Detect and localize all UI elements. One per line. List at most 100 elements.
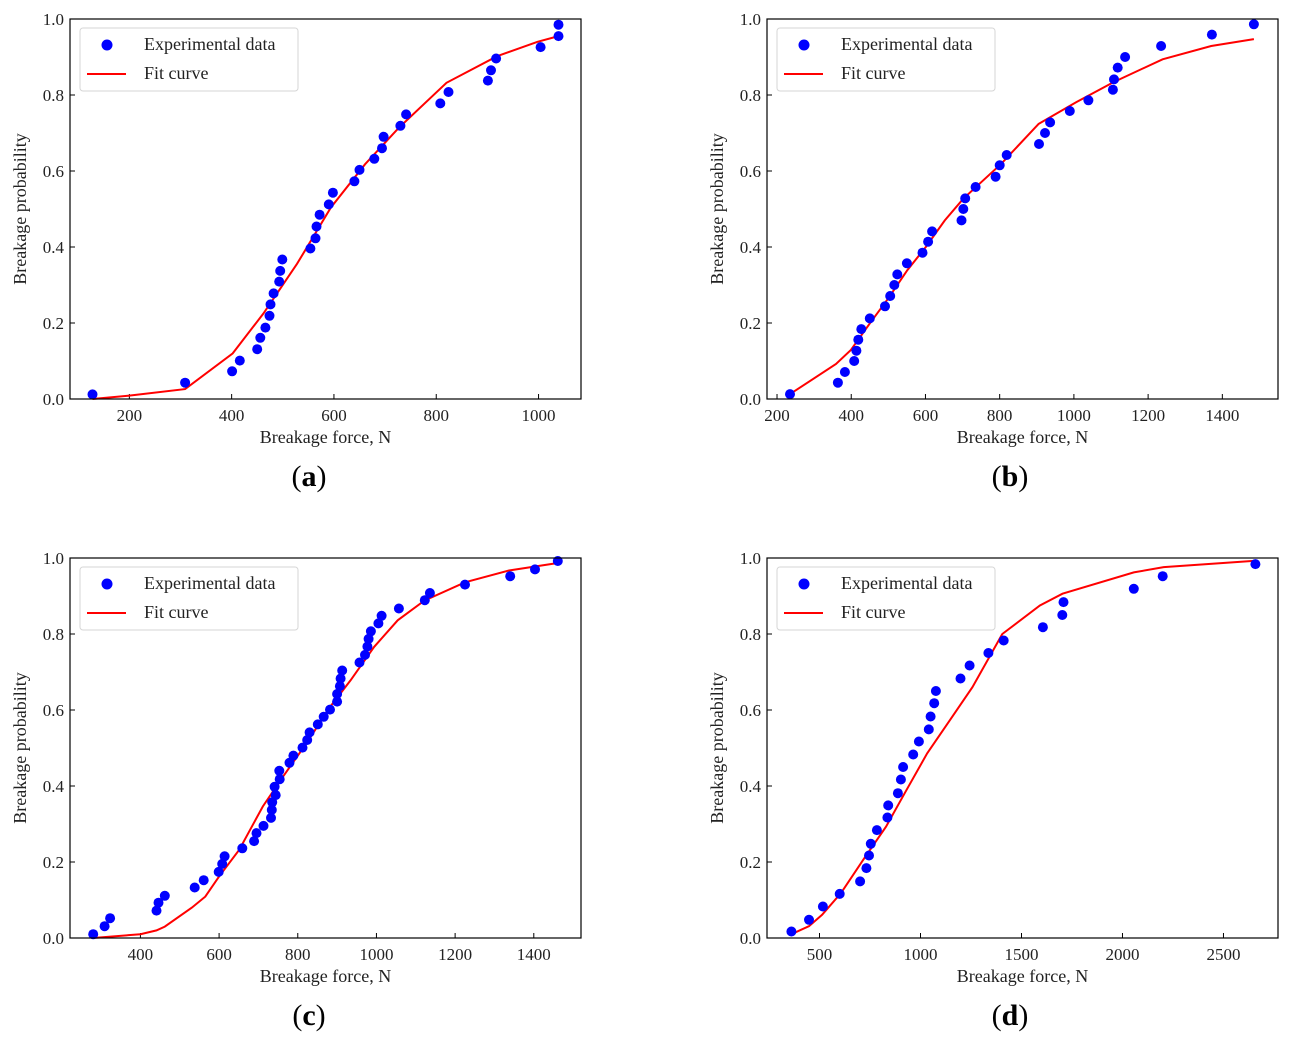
data-point-a xyxy=(349,176,360,187)
data-point-a xyxy=(275,265,286,276)
chart-c-svg: 400 600 800 1000 1200 1400 0.0 0.2 0.4 0.6 0.8 1.0 B… xyxy=(10,549,582,986)
data-point-c xyxy=(270,790,281,801)
data-point-d xyxy=(898,762,909,772)
data-point-a xyxy=(354,164,365,175)
legend-label-experimental-b: Experimental data xyxy=(841,34,972,54)
data-point-d xyxy=(834,888,845,899)
fit-curve-line-d xyxy=(790,559,1256,936)
data-point-b xyxy=(1040,128,1050,138)
panel-label-d: (d) xyxy=(991,999,1029,1032)
data-point-b xyxy=(1083,95,1094,106)
data-point-c xyxy=(419,595,430,606)
y-tick-label-d: 0.2 xyxy=(740,853,761,872)
y-axis-label-c: Breakage probability xyxy=(10,672,30,823)
data-point-c xyxy=(362,641,373,652)
data-point-c xyxy=(376,610,387,621)
panel-label-c: (c) xyxy=(292,999,326,1032)
data-point-a xyxy=(401,109,412,120)
data-point-b xyxy=(990,171,1001,182)
data-point-c xyxy=(274,765,285,776)
legend-label-experimental-d: Experimental data xyxy=(841,573,972,593)
data-point-b xyxy=(892,269,903,280)
y-tick-label-d: 0.6 xyxy=(740,701,761,720)
legend-marker-experimental-c xyxy=(101,578,113,590)
legend-a: Experimental data Fit curve xyxy=(79,27,299,92)
data-point-c xyxy=(258,820,269,831)
y-tick-label-b: 0.0 xyxy=(740,390,761,409)
y-tick-label-b: 0.4 xyxy=(740,238,762,257)
data-point-d xyxy=(1128,583,1139,594)
y-tick-label-a: 0.6 xyxy=(43,162,64,181)
data-point-a xyxy=(180,377,191,388)
data-point-d xyxy=(983,648,994,658)
legend-label-fit-c: Fit curve xyxy=(144,602,209,622)
data-point-a xyxy=(265,299,276,310)
data-point-a xyxy=(87,389,98,400)
x-axis-label-d: Breakage force, N xyxy=(957,966,1088,986)
legend-label-fit-d: Fit curve xyxy=(841,602,906,622)
y-tick-label-b: 1.0 xyxy=(740,10,761,29)
data-point-a xyxy=(377,143,387,154)
data-point-d xyxy=(964,660,975,671)
legend-box-b xyxy=(776,27,996,92)
data-point-d xyxy=(786,926,797,937)
data-point-d xyxy=(1250,559,1261,570)
data-point-a xyxy=(491,53,502,64)
data-point-d xyxy=(925,711,936,722)
data-point-c xyxy=(219,851,230,862)
y-tick-label-d: 0.4 xyxy=(740,777,762,796)
data-point-b xyxy=(856,324,867,335)
data-point-b xyxy=(970,182,981,192)
x-axis-label-c: Breakage force, N xyxy=(260,966,391,986)
data-point-a xyxy=(435,98,446,109)
data-point-b xyxy=(1034,139,1044,149)
legend-marker-experimental-b xyxy=(798,39,810,51)
chart-d-svg: 500 1000 1500 2000 2500 0.0 0.2 0.4 0.6 0.8 1.0 Bre… xyxy=(707,549,1279,986)
y-tick-label-d: 1.0 xyxy=(740,549,761,568)
legend-b: Experimental data Fit curve xyxy=(776,27,996,92)
data-point-d xyxy=(865,838,876,849)
data-point-c xyxy=(288,750,299,761)
data-point-b xyxy=(960,193,971,204)
data-point-c xyxy=(153,897,164,908)
data-point-b xyxy=(994,160,1005,171)
data-point-c xyxy=(217,858,228,869)
x-tick-label-a: 600 xyxy=(321,406,347,425)
data-point-b xyxy=(849,356,860,366)
data-point-c xyxy=(249,836,260,847)
x-tick-label-a: 1000 xyxy=(522,406,556,425)
x-tick-label-c: 1200 xyxy=(438,945,472,964)
data-point-b xyxy=(1156,41,1167,51)
data-point-d xyxy=(817,901,828,912)
data-point-c xyxy=(424,588,435,598)
data-point-a xyxy=(310,233,321,244)
data-point-c xyxy=(159,890,170,901)
x-tick-label-b: 600 xyxy=(913,406,939,425)
data-point-b xyxy=(839,367,850,377)
data-point-b xyxy=(1064,106,1075,116)
data-point-c xyxy=(325,704,335,715)
data-point-c xyxy=(269,781,280,792)
data-point-b xyxy=(851,345,862,356)
data-point-c xyxy=(393,603,404,614)
plot-frame-b xyxy=(766,18,1279,400)
data-point-d xyxy=(930,686,941,696)
data-point-a xyxy=(553,19,564,30)
data-point-a xyxy=(260,322,271,333)
legend-label-fit-b: Fit curve xyxy=(841,63,906,83)
x-tick-label-d: 2500 xyxy=(1206,945,1240,964)
x-tick-label-b: 200 xyxy=(764,406,790,425)
data-point-b xyxy=(785,389,795,400)
data-point-c xyxy=(266,812,276,823)
y-tick-label-b: 0.6 xyxy=(740,162,761,181)
data-point-c xyxy=(312,719,323,730)
x-tick-label-b: 400 xyxy=(838,406,864,425)
data-point-b xyxy=(1120,52,1131,62)
data-point-d xyxy=(895,774,906,785)
data-point-b xyxy=(1109,74,1119,85)
data-point-d xyxy=(1037,622,1048,633)
data-point-a xyxy=(443,87,454,97)
data-point-b xyxy=(1206,29,1217,40)
data-point-c xyxy=(365,626,376,637)
x-tick-label-c: 400 xyxy=(128,945,154,964)
